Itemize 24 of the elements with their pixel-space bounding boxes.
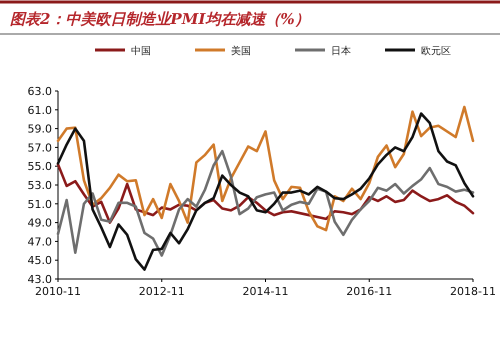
y-tick-label: 47.0: [28, 235, 52, 248]
y-tick-label: 63.0: [28, 85, 52, 98]
y-tick-label: 57.0: [28, 141, 52, 154]
line-series: [56, 112, 474, 271]
y-tick-label: 59.0: [28, 122, 52, 136]
y-tick-label: 53.0: [28, 179, 52, 192]
legend-label: 欧元区: [421, 46, 451, 57]
x-tick-label: 2014-11: [242, 285, 288, 298]
y-tick-label: 55.0: [28, 160, 52, 174]
y-tick-label: 43.0: [28, 273, 52, 286]
legend-label: 日本: [331, 45, 351, 57]
line-series: [56, 150, 474, 257]
x-tick-label: 2010-11: [35, 285, 81, 298]
chart-title: 图表2：中美欧日制造业PMI均在减速（%）: [10, 10, 310, 28]
legend-label: 中国: [131, 45, 151, 57]
y-tick-label: 49.0: [28, 216, 52, 230]
x-tick-label: 2012-11: [138, 285, 185, 298]
x-tick-label: 2018-11: [450, 285, 496, 298]
y-tick-label: 51.0: [28, 198, 52, 211]
y-tick-label: 45.0: [28, 254, 52, 268]
y-tick-label: 61.0: [28, 104, 52, 117]
x-tick-label: 2016-11: [346, 285, 392, 298]
legend-label: 美国: [231, 45, 251, 57]
line-series: [56, 106, 474, 232]
